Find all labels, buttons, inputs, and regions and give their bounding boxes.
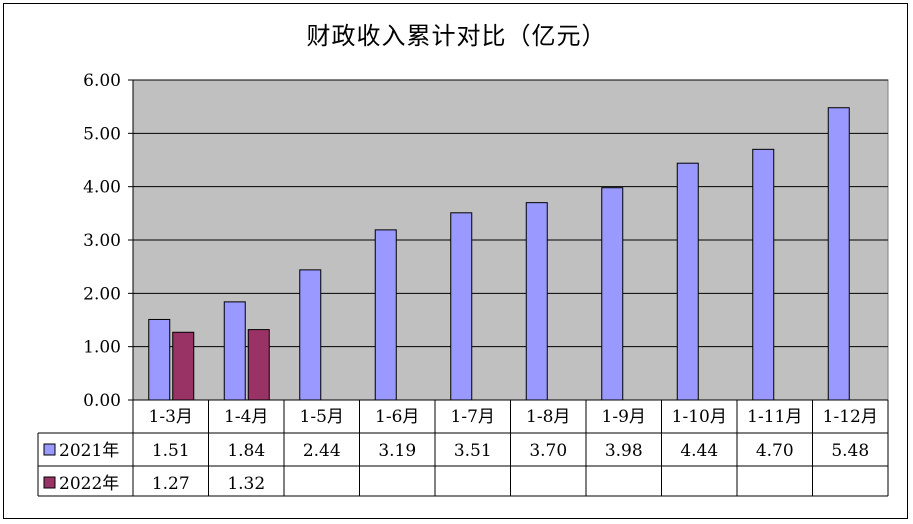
bar-series1 bbox=[148, 318, 171, 401]
data-label: 1.84 bbox=[227, 441, 265, 461]
bar-series1 bbox=[827, 107, 850, 401]
data-label: 3.51 bbox=[454, 441, 492, 461]
data-label: 4.70 bbox=[756, 441, 794, 461]
legend-label: 2022年 bbox=[59, 474, 119, 494]
chart-title: 财政收入累计对比（亿元） bbox=[306, 22, 607, 50]
bar-series1 bbox=[752, 148, 775, 401]
bar-series1 bbox=[450, 212, 473, 401]
x-tick-label: 1-6月 bbox=[375, 407, 419, 427]
data-label: 3.98 bbox=[605, 441, 643, 461]
bar-series1 bbox=[223, 301, 246, 401]
x-tick-label: 1-10月 bbox=[672, 407, 727, 427]
y-tick-label: 1.00 bbox=[83, 338, 121, 358]
data-label: 3.19 bbox=[378, 441, 416, 461]
legend-key-series2 bbox=[43, 476, 56, 489]
x-tick-label: 1-4月 bbox=[224, 407, 268, 427]
y-tick-label: 4.00 bbox=[83, 178, 121, 198]
y-tick-label: 0.00 bbox=[83, 391, 121, 411]
x-tick-label: 1-5月 bbox=[300, 407, 344, 427]
x-tick-label: 1-3月 bbox=[149, 407, 193, 427]
data-label: 2.44 bbox=[303, 441, 341, 461]
x-tick-label: 1-8月 bbox=[526, 407, 570, 427]
y-tick-label: 3.00 bbox=[83, 231, 121, 251]
x-tick-label: 1-11月 bbox=[747, 407, 802, 427]
bar-series2 bbox=[172, 331, 195, 401]
y-tick-label: 2.00 bbox=[83, 284, 121, 304]
bar-series1 bbox=[299, 269, 322, 401]
data-label: 1.32 bbox=[227, 474, 265, 494]
data-label: 4.44 bbox=[680, 441, 718, 461]
legend-label: 2021年 bbox=[59, 441, 119, 461]
bar-series1 bbox=[374, 229, 397, 401]
data-label: 1.51 bbox=[152, 441, 190, 461]
x-tick-label: 1-12月 bbox=[823, 407, 878, 427]
bar-series1 bbox=[601, 187, 624, 401]
legend-key-series1 bbox=[43, 443, 56, 456]
y-tick-label: 5.00 bbox=[83, 124, 121, 144]
bar-series1 bbox=[676, 162, 699, 401]
bar-series1 bbox=[525, 202, 548, 401]
data-label: 1.27 bbox=[152, 474, 190, 494]
y-tick-label: 6.00 bbox=[83, 71, 121, 91]
bar-series2 bbox=[247, 329, 270, 401]
x-tick-label: 1-7月 bbox=[451, 407, 495, 427]
data-label: 3.70 bbox=[529, 441, 567, 461]
data-label: 5.48 bbox=[831, 441, 869, 461]
x-tick-label: 1-9月 bbox=[602, 407, 646, 427]
